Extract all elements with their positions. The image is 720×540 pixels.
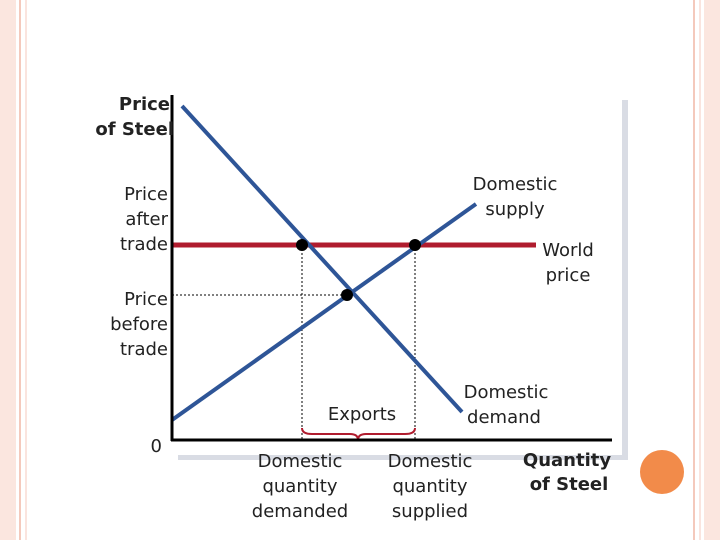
price-label: trade <box>120 234 168 255</box>
supply-label: Domestic <box>473 174 558 195</box>
point <box>296 239 308 251</box>
exports-label: Exports <box>328 404 396 425</box>
price-label: Price <box>124 184 168 205</box>
point <box>341 289 353 301</box>
supply-curve <box>170 202 478 422</box>
demand-curve <box>180 104 464 414</box>
x-axis-label: of Steel <box>530 474 609 495</box>
quantity-label: Domestic <box>388 451 473 472</box>
panel <box>172 95 622 455</box>
quantity-label: Domestic <box>258 451 343 472</box>
demand-label: Domestic <box>464 382 549 403</box>
price-label: trade <box>120 339 168 360</box>
point <box>409 239 421 251</box>
decor-circle <box>640 450 684 494</box>
right-band <box>704 0 720 540</box>
x-axis-label: Quantity <box>523 450 611 471</box>
world-price-label: price <box>546 265 591 286</box>
world-price-label: World <box>542 240 594 261</box>
quantity-label: demanded <box>252 501 348 522</box>
left-band <box>0 0 16 540</box>
quantity-label: supplied <box>392 501 468 522</box>
demand-label: demand <box>467 407 541 428</box>
quantity-label: quantity <box>262 476 337 497</box>
price-label: before <box>110 314 168 335</box>
y-axis-label: Price <box>119 94 170 115</box>
price-label: after <box>125 209 168 230</box>
y-axis-label: of Steel <box>95 119 174 140</box>
origin-label: 0 <box>151 436 162 457</box>
quantity-label: quantity <box>392 476 467 497</box>
price-label: Price <box>124 289 168 310</box>
supply-label: supply <box>485 199 545 220</box>
